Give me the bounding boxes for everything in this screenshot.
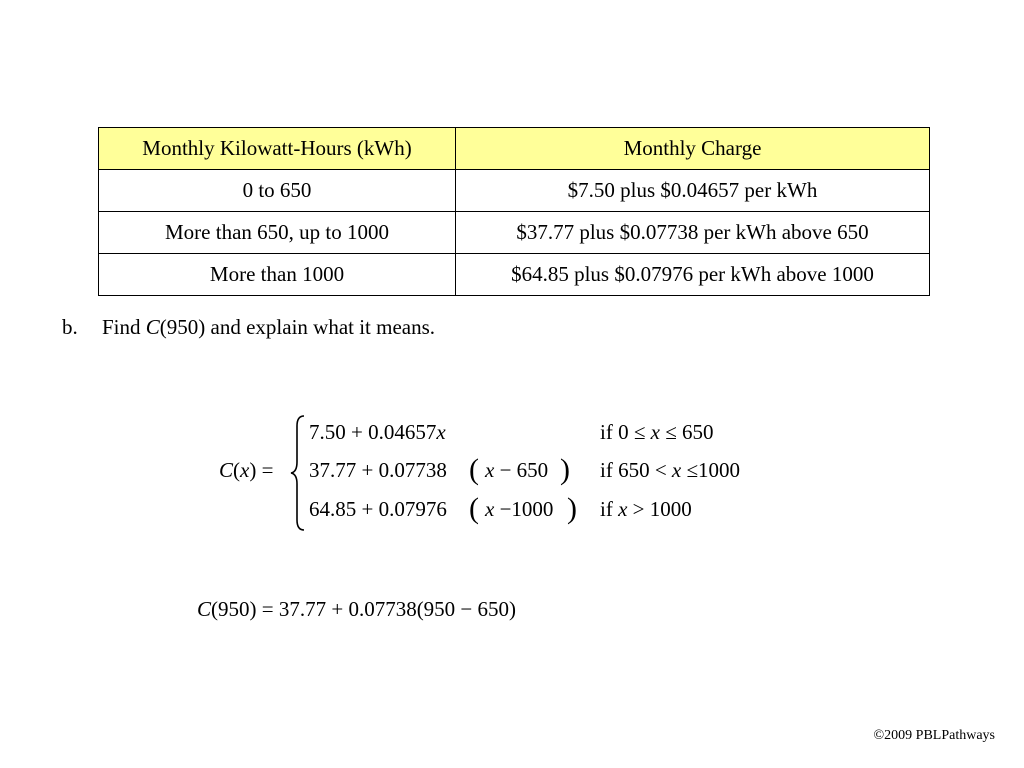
open-paren-icon: ( [469,492,479,525]
case-expression-inner: x − 650 [485,458,548,483]
case-expression: 64.85 + 0.07976 [309,497,447,522]
case-expression: 7.50 + 0.04657x [309,420,446,445]
case-expression-inner: x −1000 [485,497,553,522]
close-paren-icon: ) [560,453,570,486]
lhs-func: C [219,458,234,482]
case-cond-post: > 1000 [632,497,692,521]
table-cell: $7.50 plus $0.04657 per kWh [455,169,930,212]
case-expr-a: 7.50 + 0.04657 [309,420,437,444]
case-expr-a: 64.85 + 0.07976 [309,497,447,521]
case-cond-var: x [650,420,660,444]
table-row: More than 650, up to 1000 $37.77 plus $0… [98,211,930,254]
evaluation-func: C [197,597,212,621]
table-cell: 0 to 650 [98,169,456,212]
question-prefix: Find [102,315,146,339]
case-condition: if 650 < x ≤1000 [600,458,740,483]
lhs-close: ) = [249,458,274,482]
case-expr-var: x [485,497,495,521]
column-header: Monthly Charge [455,127,930,170]
close-paren-icon: ) [567,492,577,525]
table-row: More than 1000 $64.85 plus $0.07976 per … [98,253,930,296]
question-suffix: (950) and explain what it means. [159,315,436,339]
table-cell: $64.85 plus $0.07976 per kWh above 1000 [455,253,930,296]
case-cond-pre: if 650 < [600,458,667,482]
case-cond-var: x [618,497,628,521]
case-condition: if 0 ≤ x ≤ 650 [600,420,713,445]
table-header-row: Monthly Kilowatt-Hours (kWh) Monthly Cha… [98,127,930,170]
evaluation-rest: (950) = 37.77 + 0.07738(950 − 650) [211,597,517,621]
copyright-footer: ©2009 PBLPathways [873,728,995,743]
question-func: C [145,315,160,339]
case-expr-var: x [485,458,495,482]
open-paren-icon: ( [469,453,479,486]
question-text: b. Find C(950) and explain what it means. [62,315,435,340]
question-label: b. [62,315,78,339]
rate-table: Monthly Kilowatt-Hours (kWh) Monthly Cha… [98,127,930,296]
case-expr-b: − 650 [499,458,549,482]
left-brace-icon [290,415,305,531]
case-expression: 37.77 + 0.07738 [309,458,447,483]
piecewise-lhs: C(x) = [219,458,273,483]
case-expr-var: x [436,420,446,444]
case-expr-a: 37.77 + 0.07738 [309,458,447,482]
table-row: 0 to 650 $7.50 plus $0.04657 per kWh [98,169,930,212]
case-expr-b: −1000 [499,497,554,521]
table-cell: More than 650, up to 1000 [98,211,456,254]
case-cond-pre: if [600,497,613,521]
case-cond-post: ≤ 650 [665,420,714,444]
lhs-open: ( [233,458,241,482]
table-cell: More than 1000 [98,253,456,296]
column-header: Monthly Kilowatt-Hours (kWh) [98,127,456,170]
evaluation-equation: C(950) = 37.77 + 0.07738(950 − 650) [197,597,516,622]
case-condition: if x > 1000 [600,497,692,522]
table-cell: $37.77 plus $0.07738 per kWh above 650 [455,211,930,254]
case-cond-pre: if 0 ≤ [600,420,646,444]
case-cond-post: ≤1000 [686,458,741,482]
case-cond-var: x [671,458,682,482]
lhs-var: x [240,458,250,482]
